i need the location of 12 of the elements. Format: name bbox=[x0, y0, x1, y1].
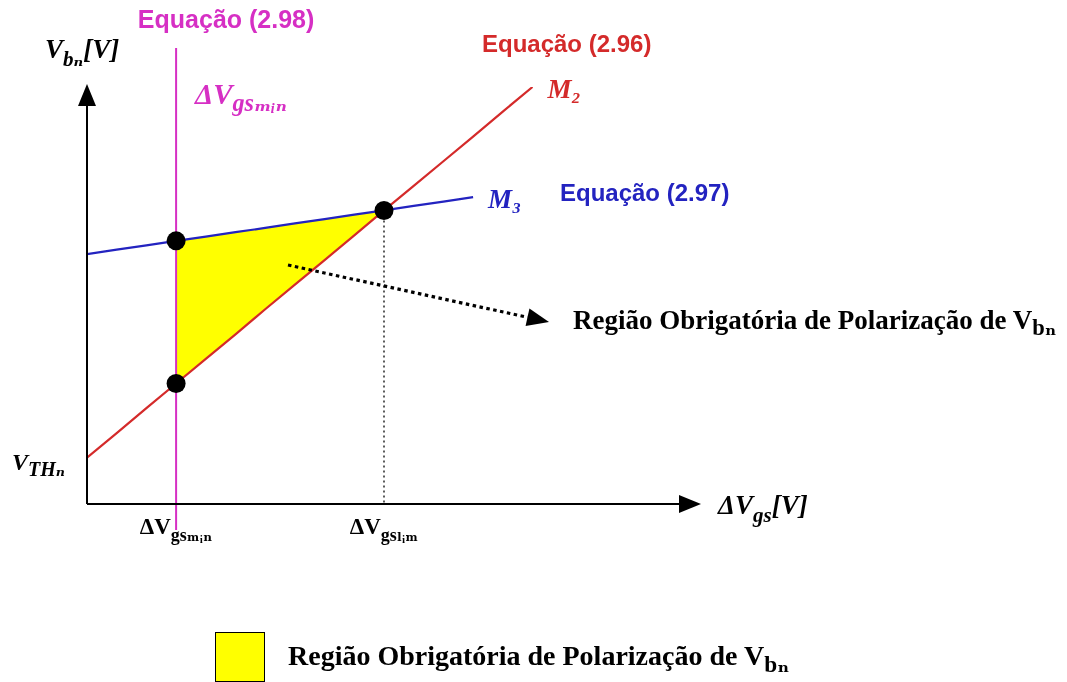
text: Equação (2.96) bbox=[482, 30, 652, 58]
text: V$_{THₙ}$ bbox=[12, 449, 65, 480]
annotation: Equação (2.97) bbox=[560, 179, 730, 207]
annotation: ΔV$_{gsₘᵢₙ}$ bbox=[195, 78, 287, 117]
x-tick-label: ΔV$_{gsₗᵢₘ}$ bbox=[349, 514, 419, 545]
x-axis-title: ΔV$_{gs}$[V] bbox=[717, 490, 808, 528]
text: Região Obrigatória de Polarização de V$_{bₙ}$ bbox=[288, 640, 790, 678]
ref-line-label: Equação (2.98) bbox=[137, 5, 315, 33]
annotation: Região Obrigatória de Polarização de V$_{bₙ}$ bbox=[573, 305, 1057, 342]
y-axis-title: V$_{bₙ}$[V] bbox=[45, 34, 120, 72]
series-label: M₃ bbox=[487, 184, 522, 215]
series-label: M₂ bbox=[546, 74, 581, 104]
